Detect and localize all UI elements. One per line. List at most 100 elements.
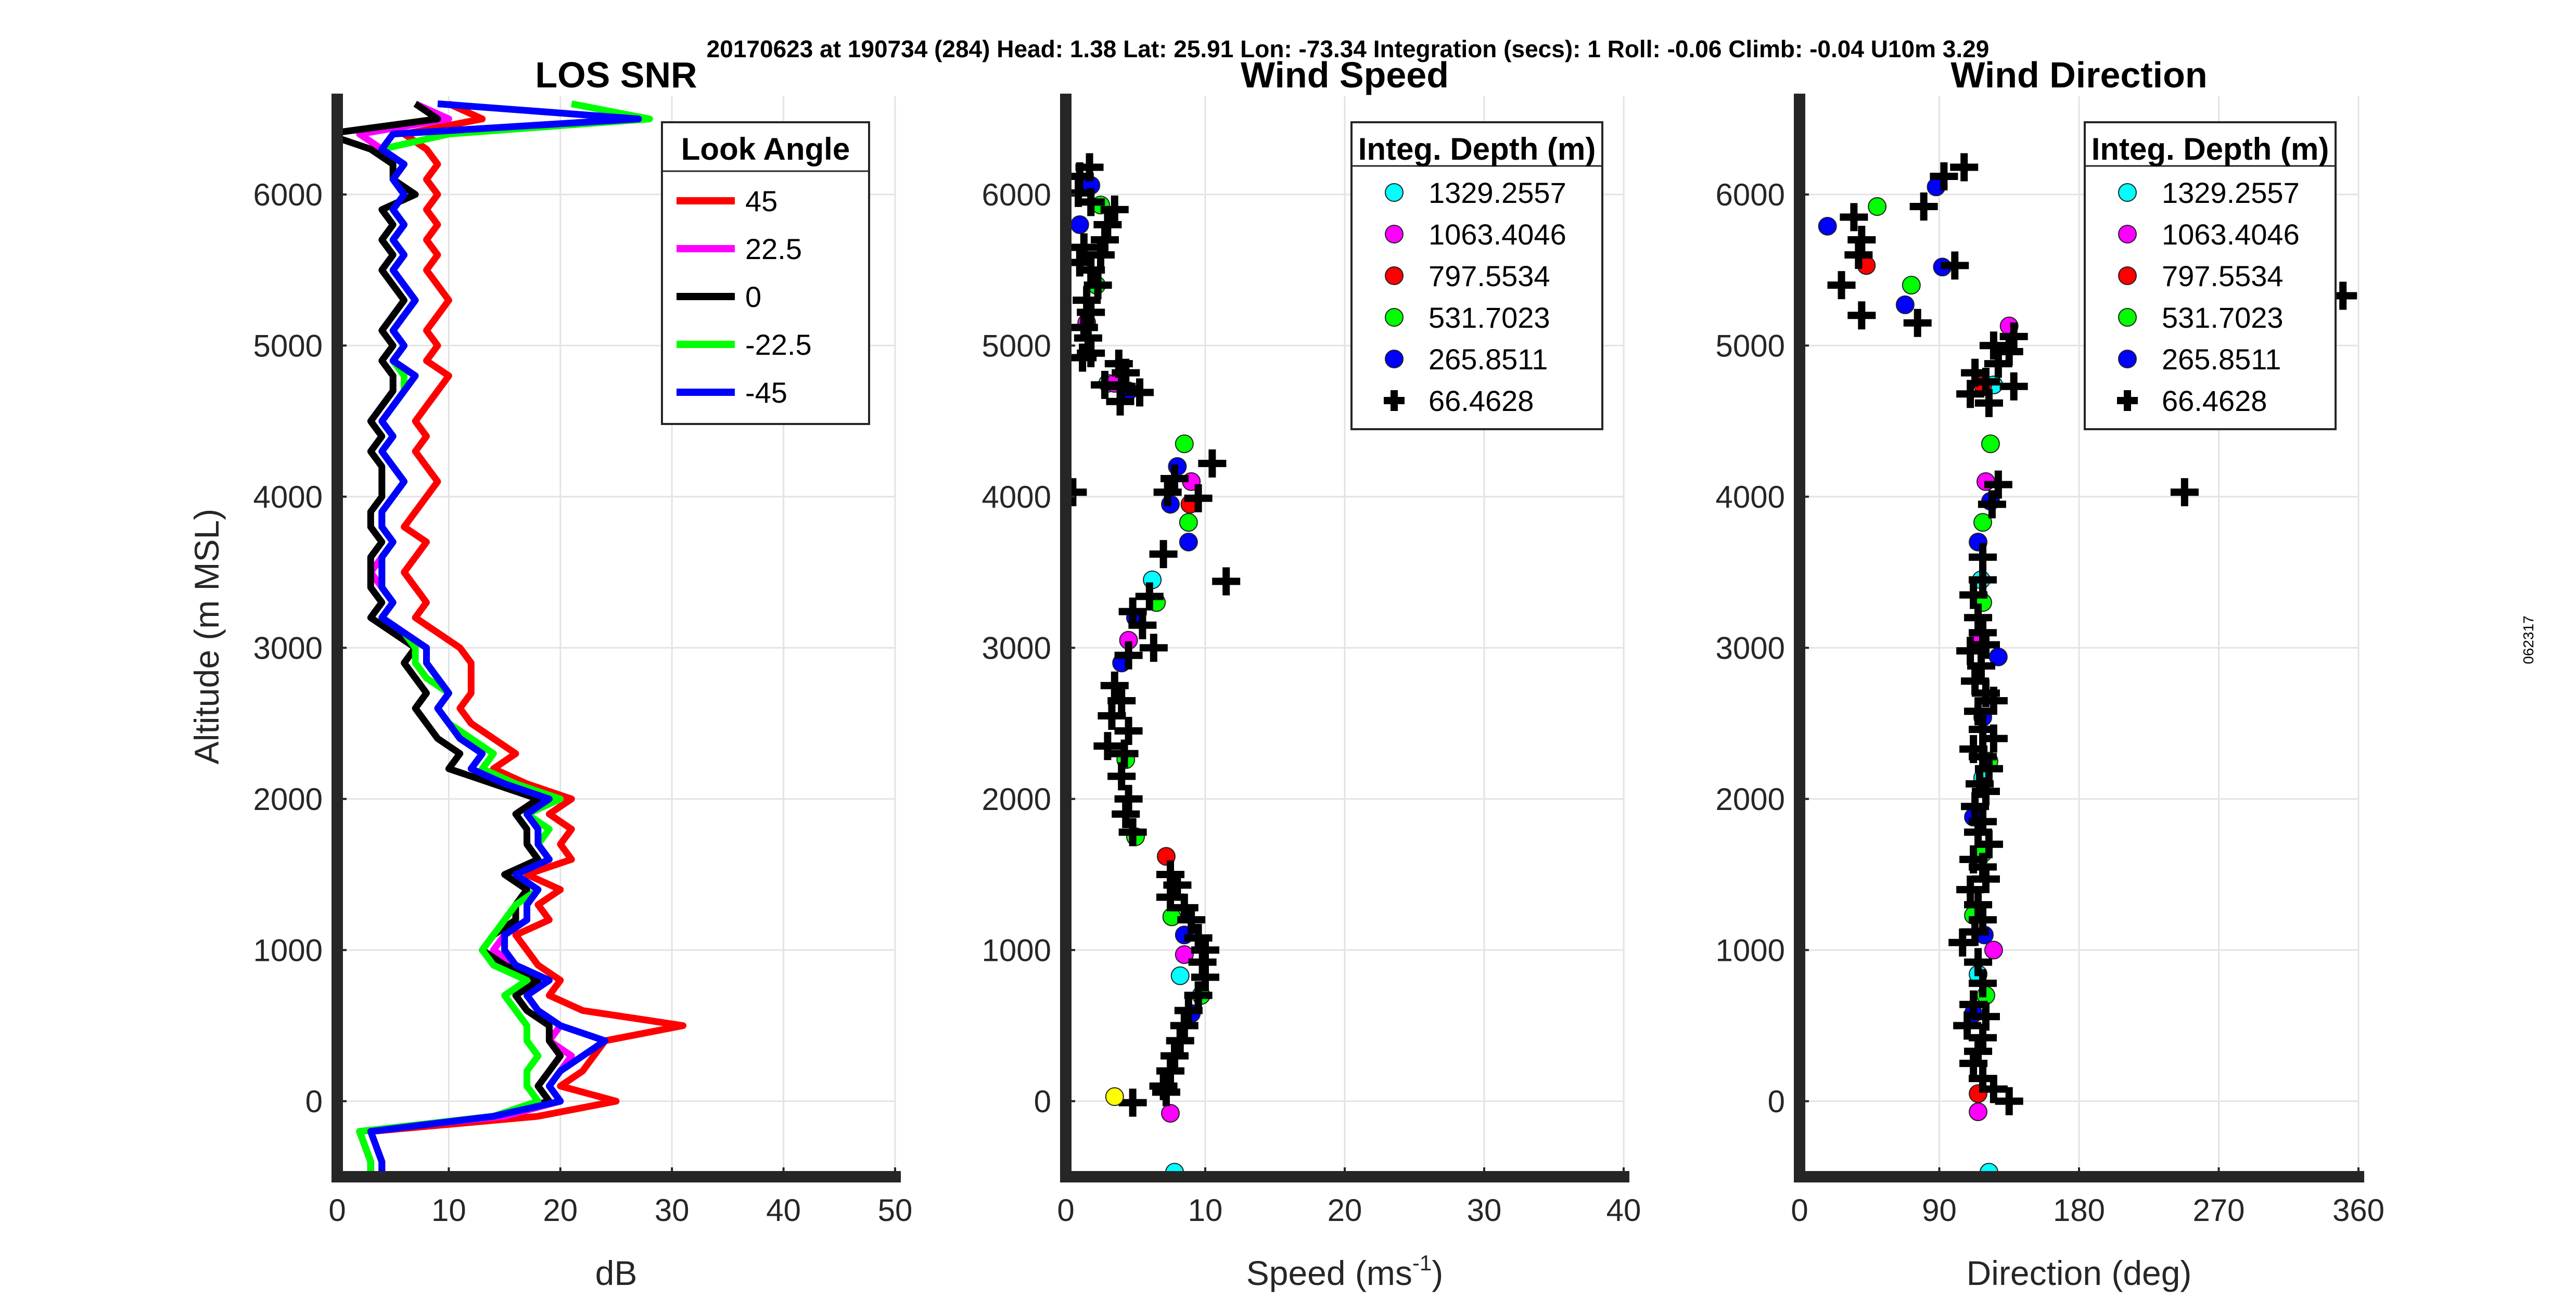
y-tick-label: 0 — [1768, 1084, 1785, 1119]
data-point — [1100, 195, 1129, 224]
figure-header: 20170623 at 190734 (284) Head: 1.38 Lat:… — [707, 35, 1990, 62]
data-point — [1818, 216, 1837, 236]
data-point — [1961, 792, 1990, 821]
plot-area — [1818, 153, 2357, 1177]
data-point — [1179, 513, 1198, 532]
data-point — [1978, 490, 2006, 519]
data-point — [1974, 830, 2003, 858]
x-axis-label: Direction (deg) — [1967, 1254, 2192, 1292]
series-531-7023 — [1868, 197, 2000, 1005]
data-point — [1844, 241, 1873, 269]
legend-entry: 265.8511 — [1385, 343, 1548, 376]
data-point — [1077, 188, 1105, 216]
data-point — [1149, 540, 1178, 569]
y-tick-label: 5000 — [1716, 328, 1785, 363]
data-point — [1984, 470, 2012, 499]
series-line-45 — [367, 100, 642, 1177]
data-point — [1156, 883, 1184, 911]
data-point — [1950, 153, 1979, 182]
y-tick-label: 4000 — [253, 480, 323, 514]
data-point — [1969, 565, 1997, 594]
data-point — [1128, 611, 1157, 639]
data-point — [1069, 233, 1098, 262]
data-point — [1909, 192, 1938, 221]
data-point — [1068, 343, 1097, 372]
y-tick-label: 0 — [1034, 1084, 1051, 1119]
series-line-45 — [367, 100, 687, 1177]
x-tick-label: 30 — [1467, 1193, 1502, 1228]
data-point — [1972, 777, 2000, 806]
x-tick-label: 40 — [766, 1193, 801, 1228]
data-point — [1964, 891, 1993, 919]
x-tick-label: 50 — [878, 1193, 913, 1228]
data-point — [1941, 251, 1969, 280]
y-tick-label: 1000 — [982, 933, 1051, 968]
data-point — [1112, 800, 1140, 828]
data-point — [1156, 1057, 1184, 1085]
y-tick-label: 5000 — [253, 328, 323, 363]
plot-area — [1066, 153, 1241, 1177]
legend-entry: 45 — [677, 185, 777, 217]
data-point — [1107, 686, 1136, 715]
data-point — [1106, 387, 1134, 416]
legend-title: Integ. Depth (m) — [2092, 132, 2329, 166]
legend-label: 1063.4046 — [2162, 218, 2300, 251]
data-point — [1114, 717, 1143, 745]
legend-label: 531.7023 — [1429, 301, 1550, 334]
data-point — [1969, 969, 1997, 998]
data-point — [1161, 1041, 1189, 1070]
data-point — [1153, 478, 1182, 507]
legend-entry: 531.7023 — [1385, 301, 1550, 334]
data-point — [1847, 301, 1876, 330]
x-axis-label-end: ) — [1432, 1254, 1443, 1292]
data-point — [1953, 1011, 1982, 1040]
legend-label: 66.4628 — [1429, 384, 1534, 417]
data-point — [1170, 1011, 1198, 1040]
legend-entry: 265.8511 — [2118, 343, 2281, 376]
legend: Integ. Depth (m) 1329.2557 1063.4046 797.55… — [2084, 121, 2337, 430]
y-tick-label: 2000 — [982, 782, 1051, 817]
data-point — [1967, 652, 1996, 680]
data-point — [1107, 762, 1136, 791]
legend-entry: 1329.2557 — [2118, 176, 2300, 209]
y-tick-label: 4000 — [982, 480, 1051, 514]
legend-entry: 797.5534 — [1385, 260, 1550, 292]
data-point — [1170, 966, 1190, 985]
chart-title: Wind Speed — [1241, 55, 1449, 95]
data-point — [2170, 478, 2199, 507]
data-point — [1840, 203, 1868, 231]
x-tick-label: 90 — [1922, 1193, 1957, 1228]
data-point — [1972, 865, 2000, 893]
data-point — [1110, 739, 1139, 768]
data-point — [1105, 1087, 1124, 1107]
legend-entry: 1063.4046 — [1385, 218, 1566, 251]
legend-entry: 66.4628 — [2117, 384, 2267, 417]
plot-area — [337, 100, 687, 1177]
legend-label: 265.8511 — [1429, 343, 1548, 376]
data-point — [1974, 389, 2003, 417]
legend-swatch — [2117, 390, 2138, 411]
y-tick-label: 6000 — [982, 177, 1051, 212]
legend-entry: 1329.2557 — [1385, 176, 1566, 209]
data-point — [1999, 372, 2028, 401]
legend-swatch — [1385, 183, 1404, 202]
data-point — [1956, 380, 1985, 408]
data-point — [1139, 634, 1168, 662]
legend-label: 22.5 — [745, 233, 802, 265]
legend-swatch — [2118, 350, 2137, 368]
x-tick-label: 270 — [2192, 1193, 2245, 1228]
legend-entry: 1063.4046 — [2118, 218, 2300, 251]
data-point — [1198, 449, 1227, 478]
data-point — [1903, 308, 1932, 337]
x-axis-label: Speed (ms-1) — [1246, 1251, 1443, 1292]
data-point — [1972, 631, 2000, 659]
data-point — [1191, 963, 1219, 992]
data-point — [1981, 434, 2000, 454]
data-point — [1118, 818, 1147, 846]
data-point — [1114, 641, 1143, 670]
legend-title: Look Angle — [681, 132, 850, 166]
data-point — [1969, 1064, 1997, 1093]
data-point — [1135, 582, 1164, 611]
legend-label: 1329.2557 — [1429, 176, 1566, 209]
